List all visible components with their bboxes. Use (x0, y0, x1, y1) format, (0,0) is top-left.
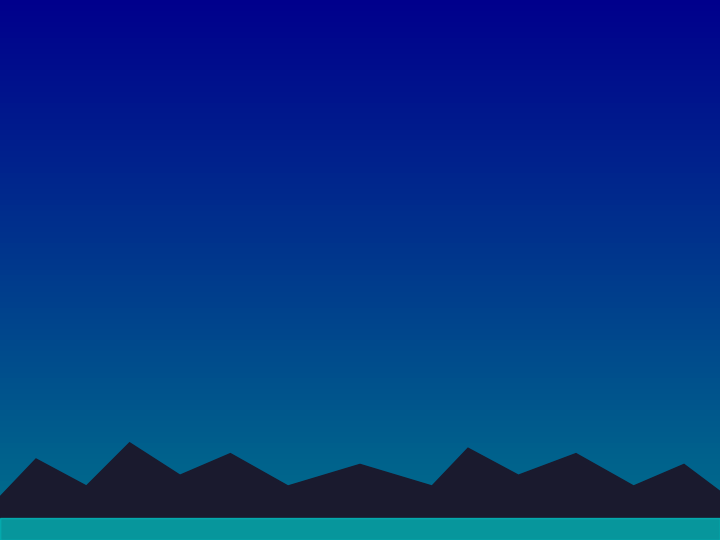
Polygon shape (0, 443, 720, 540)
Text: 300 mg: 300 mg (400, 231, 479, 251)
FancyBboxPatch shape (392, 212, 620, 270)
Text: 1 mg / day: 1 mg / day (400, 338, 510, 357)
Text: 3-4 mg: 3-4 mg (400, 125, 473, 144)
FancyBboxPatch shape (118, 328, 392, 367)
FancyBboxPatch shape (118, 153, 392, 212)
Text: Absorption: Absorption (126, 338, 243, 357)
FancyBboxPatch shape (118, 114, 392, 153)
Polygon shape (0, 518, 720, 540)
FancyBboxPatch shape (118, 212, 392, 270)
FancyBboxPatch shape (392, 367, 620, 406)
FancyBboxPatch shape (118, 367, 392, 406)
Text: Stores (Ferritin and
   Hemosiderin): Stores (Ferritin and Hemosiderin) (126, 278, 335, 320)
Text: Distribution of Iron in a 70 kg Adult Male: Distribution of Iron in a 70 kg Adult Ma… (17, 77, 720, 106)
FancyBboxPatch shape (392, 153, 620, 212)
Text: 1000 mg: 1000 mg (400, 289, 491, 308)
FancyBboxPatch shape (392, 270, 620, 328)
Text: 1 mg/ day: 1 mg/ day (400, 377, 503, 396)
FancyBboxPatch shape (392, 114, 620, 153)
FancyBboxPatch shape (118, 270, 392, 328)
Text: In an adult female of similar weight, the amount in stores would
be generally be: In an adult female of similar weight, th… (123, 415, 615, 471)
Text: Myoglobin and various
   enzymes: Myoglobin and various enzymes (126, 220, 366, 262)
Text: Hemoglobin in red
   blood cell: Hemoglobin in red blood cell (126, 161, 322, 204)
Text: Losses: Losses (126, 377, 197, 396)
FancyBboxPatch shape (392, 328, 620, 367)
Text: Transferrin: Transferrin (126, 125, 243, 144)
Text: 2600 mg: 2600 mg (400, 173, 492, 192)
